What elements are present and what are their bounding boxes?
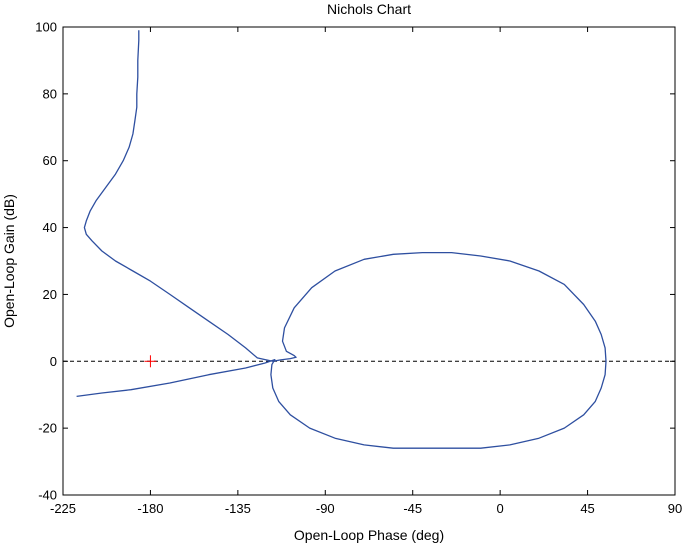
x-tick-label: -225 <box>50 501 76 516</box>
y-tick-label: 0 <box>50 354 57 369</box>
y-tick-label: 100 <box>35 20 57 35</box>
critical-point-marker <box>144 355 157 368</box>
y-tick-label: -20 <box>38 421 57 436</box>
x-axis-label: Open-Loop Phase (deg) <box>294 527 444 543</box>
axis-ticks: -225 -180 -135 -90 -45 0 45 90 -40 -20 0 20 40 60 80 10… <box>35 20 682 517</box>
y-tick-label: 60 <box>43 153 57 168</box>
x-tick-label: 0 <box>497 501 504 516</box>
x-tick-label: -180 <box>137 501 163 516</box>
y-tick-label: 80 <box>43 86 57 101</box>
y-tick-label: 20 <box>43 287 57 302</box>
x-tick-label: -90 <box>316 501 335 516</box>
y-axis-label: Open-Loop Gain (dB) <box>1 194 17 328</box>
chart-title: Nichols Chart <box>327 1 411 17</box>
x-tick-label: 90 <box>668 501 682 516</box>
series-line <box>76 30 607 449</box>
plot-area-frame <box>62 26 676 496</box>
nichols-series <box>76 30 607 449</box>
y-tick-label: 40 <box>43 220 57 235</box>
x-tick-label: -45 <box>403 501 422 516</box>
x-tick-label: -135 <box>225 501 251 516</box>
x-tick-label: 45 <box>580 501 594 516</box>
y-tick-label: -40 <box>38 488 57 503</box>
